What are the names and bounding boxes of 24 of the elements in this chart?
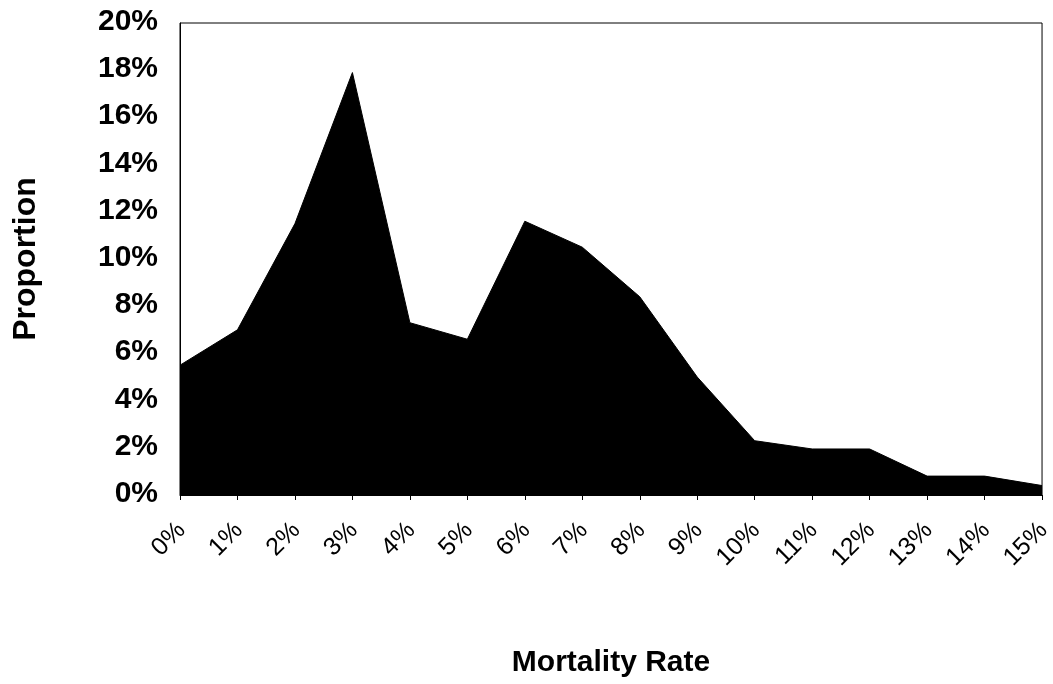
y-tick-label: 12% xyxy=(97,191,158,225)
y-tick-label: 4% xyxy=(114,380,158,414)
y-tick-label: 18% xyxy=(97,50,158,84)
y-tick-label: 2% xyxy=(114,427,158,461)
y-tick-label: 6% xyxy=(114,333,158,367)
x-tick-label: 8% xyxy=(604,515,650,561)
x-tick-label: 2% xyxy=(259,515,305,561)
x-tick-label: 1% xyxy=(202,515,248,561)
x-tick-label: 6% xyxy=(489,515,535,561)
x-tick-label: 4% xyxy=(374,515,420,561)
y-tick-label: 16% xyxy=(97,97,158,131)
y-tick-label: 10% xyxy=(97,239,158,272)
x-tick-label: 0% xyxy=(144,515,190,561)
y-axis-title: Proportion xyxy=(6,177,42,341)
x-axis-title: Mortality Rate xyxy=(511,643,711,677)
x-tick-label: 3% xyxy=(316,515,363,561)
y-tick-label: 0% xyxy=(114,475,158,508)
y-tick-label: 14% xyxy=(97,144,158,178)
x-tick-label: 9% xyxy=(661,515,708,561)
y-tick-label: 20% xyxy=(97,3,158,36)
x-tick-label: 7% xyxy=(546,515,593,561)
y-tick-label: 8% xyxy=(114,286,158,320)
x-tick-label: 11% xyxy=(768,515,823,569)
x-tick-label: 5% xyxy=(431,515,478,561)
